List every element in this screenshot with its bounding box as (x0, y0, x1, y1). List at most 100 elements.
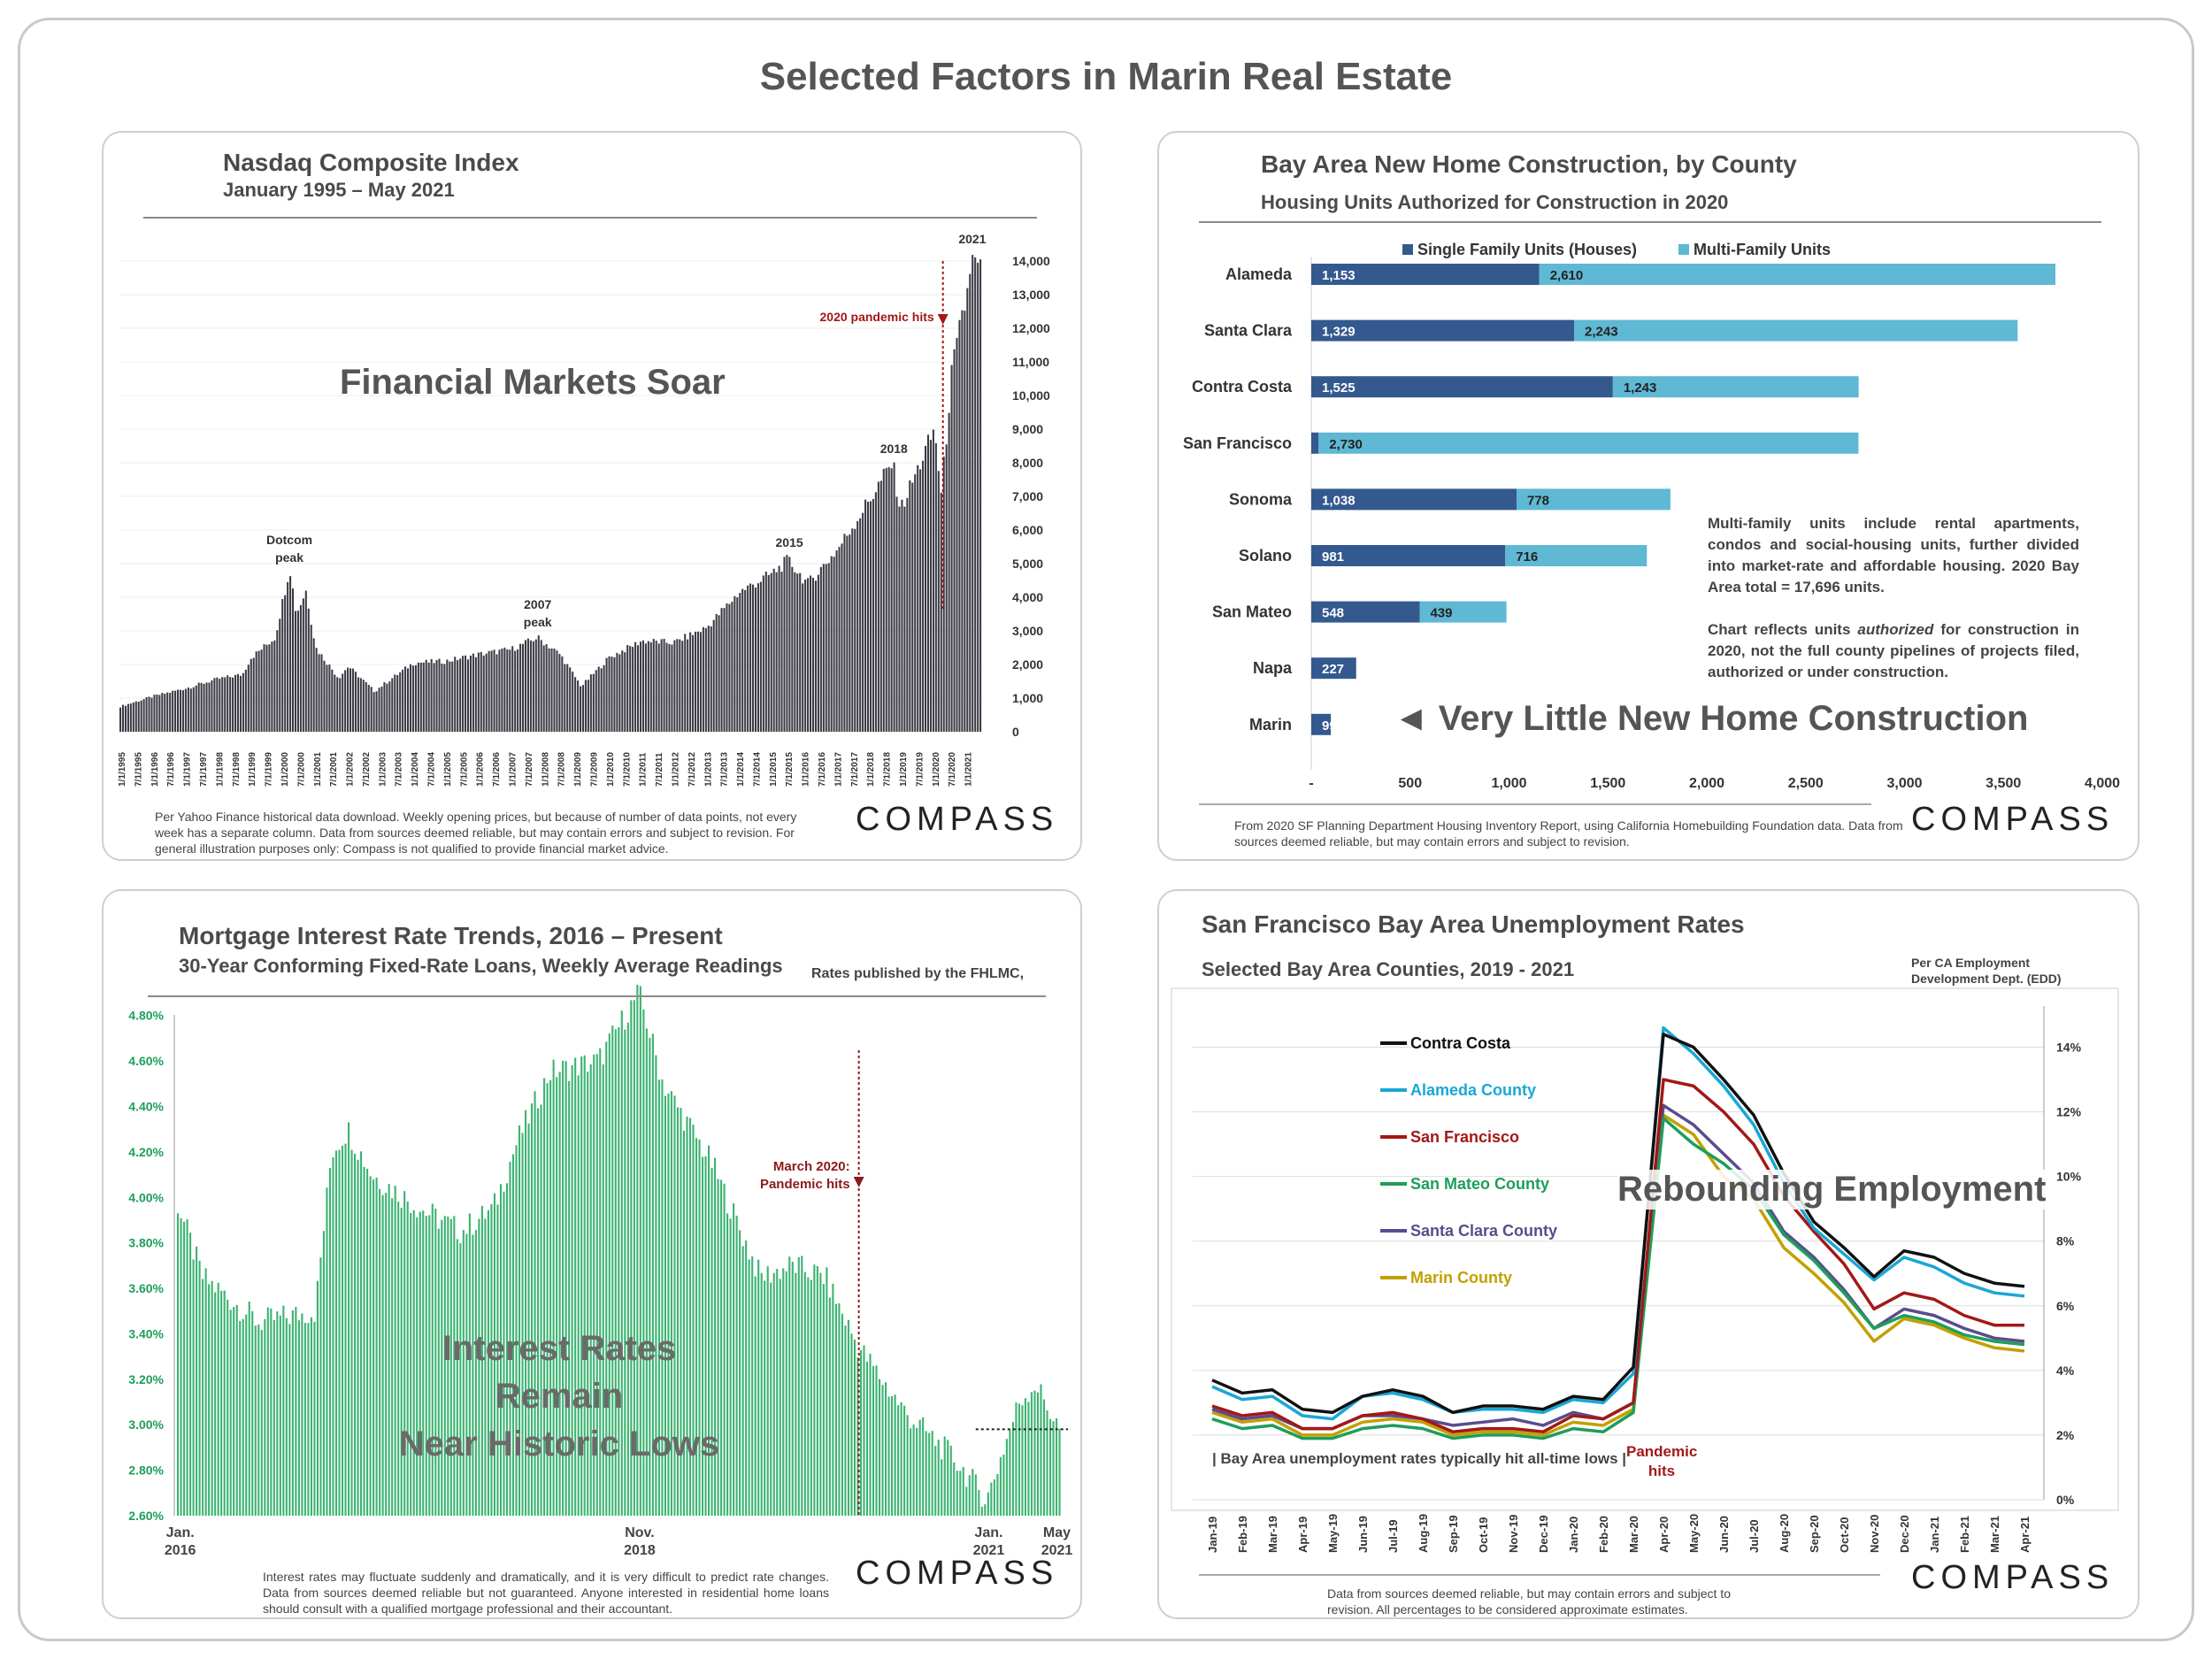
nasdaq-bar (718, 615, 720, 732)
nasdaq-bar (124, 705, 127, 732)
nasdaq-bar (281, 599, 284, 732)
nasdaq-bar (174, 690, 177, 732)
mortgage-bar (558, 1071, 561, 1516)
nasdaq-bar (354, 672, 357, 732)
mortgage-bar (515, 1145, 518, 1516)
nasdaq-xtick-label: 7/1/2000 (296, 752, 306, 787)
mortgage-bar (1046, 1410, 1048, 1516)
nasdaq-bar (762, 575, 764, 732)
mortgage-headline: Interest Rates Remain Near Historic Lows (398, 1329, 720, 1463)
mortgage-bar (474, 1230, 477, 1516)
mortgage-bar (618, 1027, 620, 1516)
construction-xtick-label: 2,000 (1689, 776, 1724, 791)
mortgage-bar (208, 1284, 211, 1516)
mortgage-bar (847, 1319, 849, 1516)
nasdaq-bar (517, 649, 519, 732)
nasdaq-bar (150, 697, 153, 732)
nasdaq-bar (234, 674, 237, 732)
construction-data-label: 1,038 (1322, 493, 1356, 508)
nasdaq-bar (595, 670, 597, 732)
mortgage-bar (1030, 1392, 1033, 1516)
mortgage-bar (552, 1059, 555, 1516)
nasdaq-bar (503, 647, 506, 732)
nasdaq-bar (495, 654, 498, 732)
mortgage-bar (1018, 1403, 1020, 1516)
mortgage-bar (872, 1365, 875, 1516)
nasdaq-bar (882, 468, 885, 732)
mortgage-bar (947, 1440, 949, 1516)
mortgage-bar (910, 1428, 912, 1516)
mortgage-bar (403, 1191, 406, 1516)
mortgage-bar (878, 1379, 881, 1516)
construction-xtick-label: 500 (1398, 776, 1422, 791)
nasdaq-bar (119, 707, 122, 732)
nasdaq-bar (129, 703, 132, 732)
compass-logo: COMPASS (1911, 801, 2115, 838)
nasdaq-bar (326, 664, 328, 732)
nasdaq-bar (838, 547, 841, 732)
mortgage-bar (931, 1431, 933, 1516)
nasdaq-bar (529, 640, 532, 732)
nasdaq-bar (307, 608, 310, 732)
nasdaq-bar (396, 675, 399, 732)
mortgage-bar (624, 1029, 626, 1516)
nasdaq-bar (867, 502, 870, 732)
construction-bar (1311, 488, 1517, 511)
nasdaq-xtick-label: 1/1/2012 (671, 752, 680, 787)
nasdaq-bar (611, 657, 613, 732)
nasdaq-bar (211, 680, 213, 732)
nasdaq-bar (427, 662, 430, 732)
mortgage-bar (202, 1279, 204, 1516)
nasdaq-bar (624, 652, 626, 732)
nasdaq-bar (663, 638, 665, 732)
mortgage-bar (664, 1095, 666, 1516)
unemployment-legend-label: San Francisco (1410, 1128, 1519, 1146)
nasdaq-xtick-label: 7/1/2003 (395, 752, 404, 787)
unemployment-ytick-label: 0% (2056, 1493, 2075, 1507)
construction-xtick-label: 3,500 (1985, 776, 2021, 791)
unemployment-ytick-label: 4% (2056, 1363, 2075, 1378)
nasdaq-bar (655, 641, 657, 732)
mortgage-bar (974, 1474, 977, 1516)
nasdaq-bar (689, 632, 692, 732)
nasdaq-xtick-label: 7/1/2007 (525, 752, 534, 787)
construction-bar (1311, 545, 1506, 566)
nasdaq-bar (271, 641, 273, 732)
mortgage-bar (853, 1340, 856, 1516)
mortgage-bar (310, 1317, 312, 1516)
nasdaq-bar (919, 469, 922, 732)
nasdaq-bar (365, 682, 367, 732)
mortgage-bar (717, 1179, 719, 1516)
nasdaq-bar (205, 682, 208, 732)
mortgage-bar (897, 1405, 900, 1516)
nasdaq-bar (134, 701, 137, 732)
construction-bar (1612, 376, 1859, 398)
nasdaq-xtick-label: 1/1/1999 (248, 752, 257, 787)
construction-bar (1539, 264, 2056, 285)
nasdaq-bar (825, 564, 827, 732)
construction-category-label: Solano (1239, 547, 1292, 565)
nasdaq-bar (660, 639, 663, 732)
unemployment-xtick-label: Mar-21 (1988, 1516, 2001, 1553)
mortgage-bar (642, 1009, 645, 1516)
nasdaq-bar (854, 528, 856, 732)
nasdaq-bar (404, 666, 407, 732)
unemployment-xtick-label: Jun-19 (1356, 1516, 1370, 1553)
mortgage-ytick-label: 3.00% (128, 1417, 164, 1432)
mortgage-bar (419, 1211, 421, 1516)
nasdaq-bar (788, 557, 791, 732)
nasdaq-bar (545, 644, 548, 732)
mortgage-bar (819, 1272, 822, 1516)
nasdaq-bar (799, 572, 802, 732)
nasdaq-xtick-label: 1/1/1998 (215, 752, 225, 787)
nasdaq-xtick-label: 1/1/2006 (476, 752, 486, 787)
mortgage-bar (795, 1272, 797, 1516)
mortgage-bar (478, 1218, 480, 1516)
nasdaq-bar (236, 673, 240, 732)
mortgage-bar (720, 1179, 723, 1516)
unemployment-xtick-label: Jun-20 (1717, 1516, 1731, 1553)
unemployment-xtick-label: May-20 (1687, 1514, 1701, 1553)
mortgage-bar (227, 1299, 229, 1516)
mortgage-bar (788, 1256, 791, 1516)
nasdaq-bar (394, 674, 396, 732)
